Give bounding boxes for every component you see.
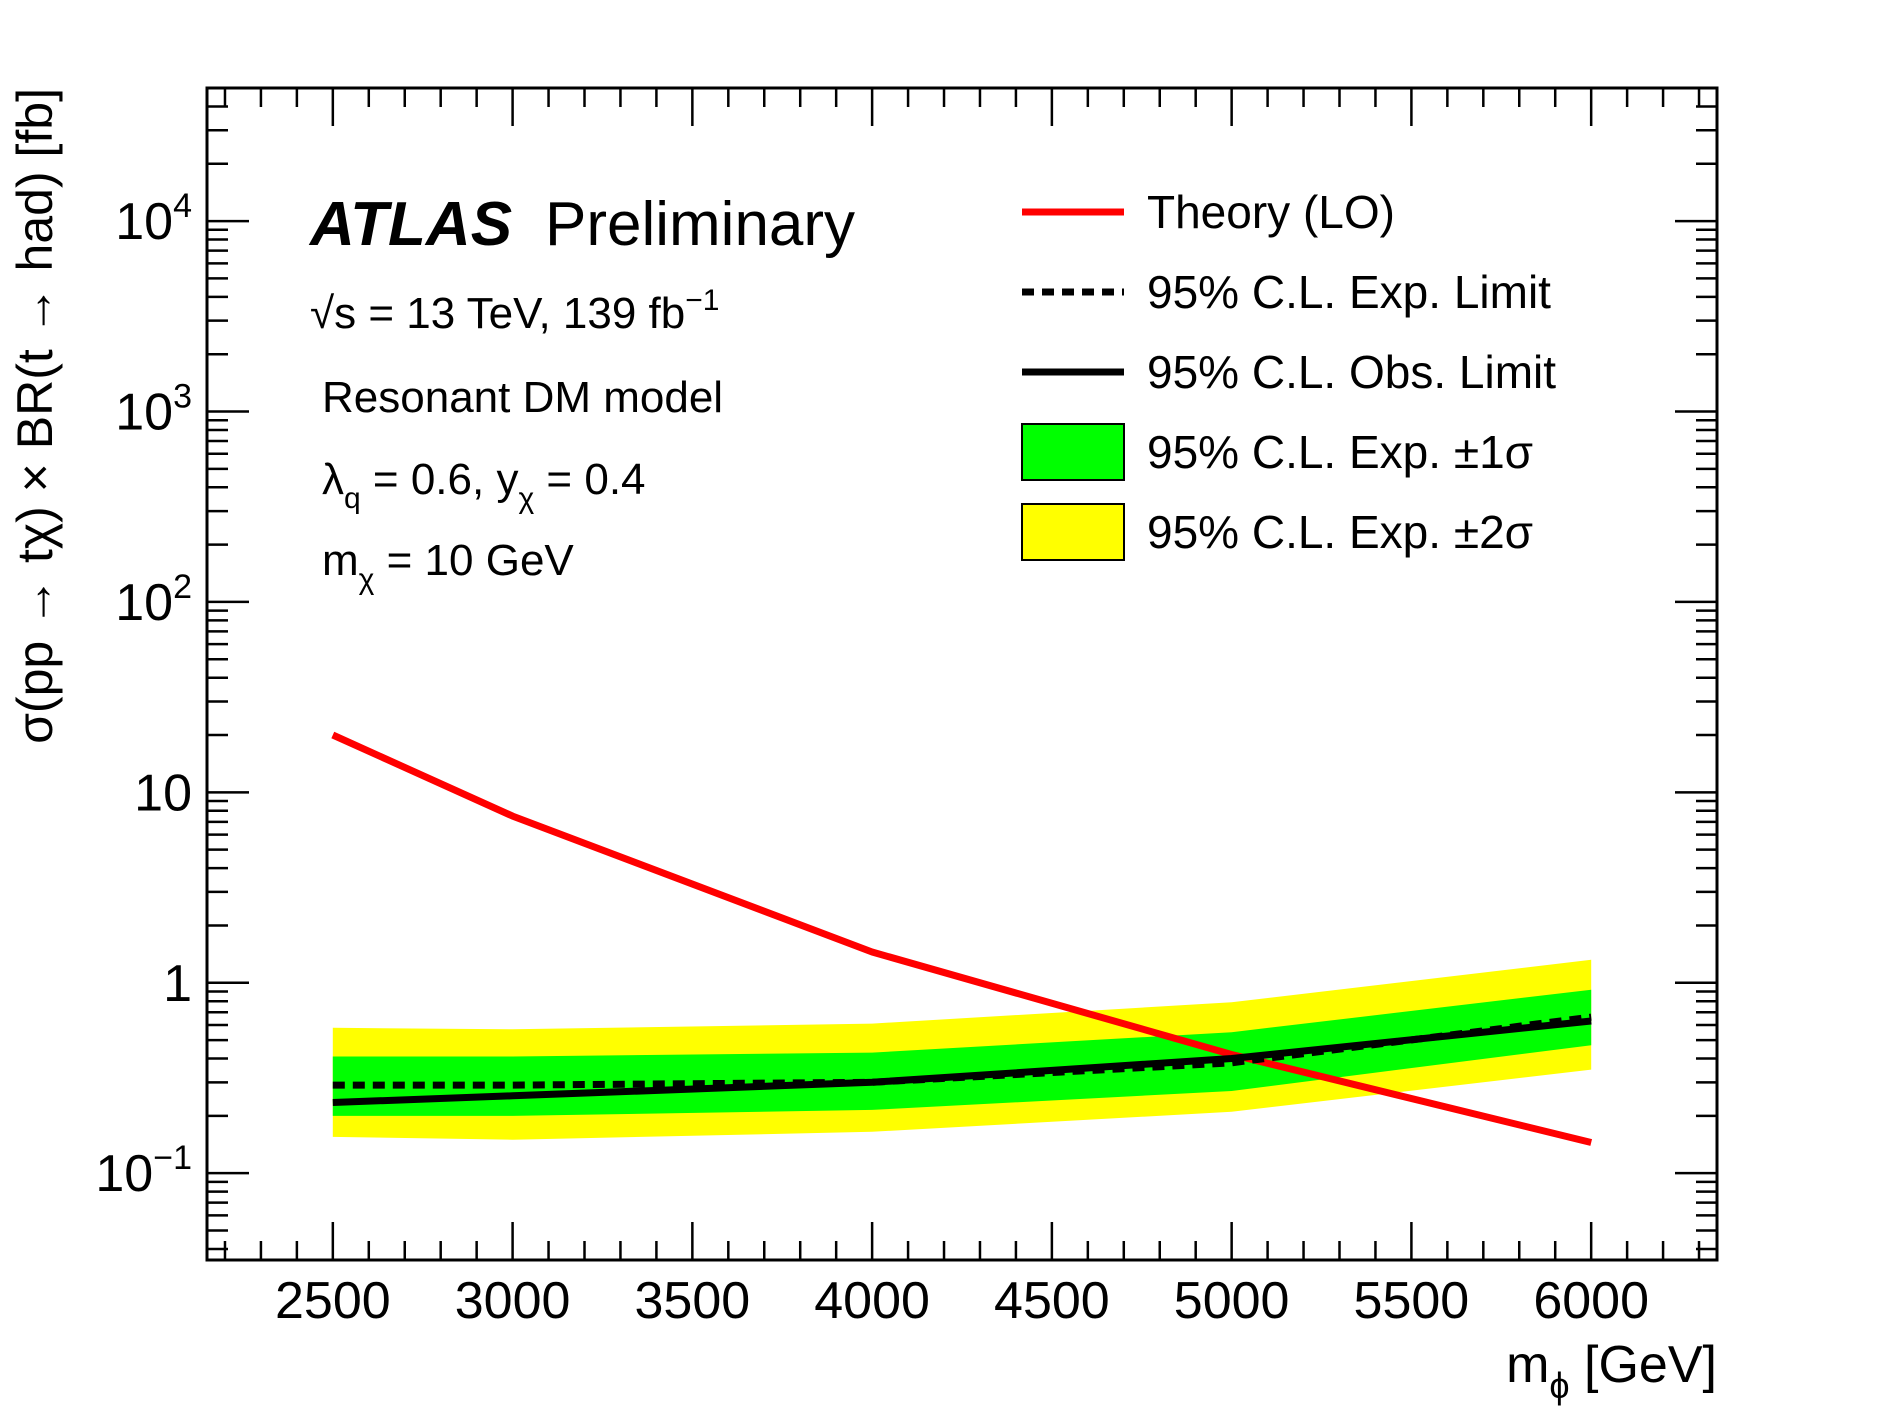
x-tick-label: 6000 xyxy=(1533,1272,1649,1330)
legend-label: 95% C.L. Exp. ±2σ xyxy=(1147,506,1533,558)
coupling-lambda-value: = 0.6, y xyxy=(361,455,519,504)
y-tick-exponent: 2 xyxy=(173,568,192,606)
axis-ticks xyxy=(207,86,1717,1260)
coupling-lambda-symbol: λ xyxy=(322,455,344,504)
x-tick-label: 5500 xyxy=(1354,1272,1470,1330)
y-tick-base: 1 xyxy=(163,955,192,1013)
energy-lumi-text: √s = 13 TeV, 139 fb xyxy=(310,289,685,338)
x-tick-label: 2500 xyxy=(275,1272,391,1330)
x-tick-label: 4500 xyxy=(994,1272,1110,1330)
limit-curves xyxy=(331,731,1593,1146)
x-axis-symbol: m xyxy=(1506,1336,1549,1394)
y-axis-title: σ(pp → tχ) × BR(t → had) [fb] xyxy=(7,88,63,744)
theory-line xyxy=(331,731,1593,1146)
model-label: Resonant DM model xyxy=(322,373,723,422)
legend-label: 95% C.L. Exp. Limit xyxy=(1147,266,1551,318)
legend: Theory (LO) 95% C.L. Exp. Limit 95% C.L. O… xyxy=(1021,186,1556,561)
legend-swatch-1sigma xyxy=(1021,423,1125,481)
x-tick-label: 3500 xyxy=(635,1272,751,1330)
couplings-label: λq = 0.6, yχ = 0.4 xyxy=(322,455,646,515)
energy-lumi-sup: −1 xyxy=(685,284,719,317)
mass-symbol: m xyxy=(322,536,359,585)
y-tick-label: 10−1 xyxy=(95,1139,192,1203)
experiment-label: ATLAS xyxy=(308,190,512,259)
x-axis-unit: [GeV] xyxy=(1570,1336,1717,1394)
x-tick-label: 5000 xyxy=(1174,1272,1290,1330)
axis-tick-labels: 2500 3000 3500 4000 4500 5000 5500 600010−11101… xyxy=(95,187,1649,1330)
x-tick-label: 4000 xyxy=(814,1272,930,1330)
x-tick-label: 3000 xyxy=(455,1272,571,1330)
plot-frame xyxy=(205,86,1719,1262)
legend-label: 95% C.L. Obs. Limit xyxy=(1147,346,1556,398)
mass-label: mχ = 10 GeV xyxy=(322,536,574,596)
mass-sub: χ xyxy=(359,563,375,596)
legend-label: 95% C.L. Exp. ±1σ xyxy=(1147,426,1533,478)
y-tick-base: 10 xyxy=(115,574,173,632)
band-1sigma xyxy=(332,989,1592,1116)
y-tick-label: 10 xyxy=(134,764,192,822)
y-tick-exponent: −1 xyxy=(153,1139,192,1177)
x-axis-sub: ϕ xyxy=(1549,1365,1569,1406)
mass-value: = 10 GeV xyxy=(374,536,574,585)
x-axis-title: mϕ [GeV] xyxy=(1506,1336,1717,1406)
energy-lumi-label: √s = 13 TeV, 139 fb−1 xyxy=(310,284,719,338)
legend-label: Theory (LO) xyxy=(1147,186,1395,238)
y-tick-label: 102 xyxy=(115,568,192,632)
y-tick-base: 10 xyxy=(115,384,173,442)
y-tick-base: 10 xyxy=(95,1145,153,1203)
y-tick-label: 104 xyxy=(115,187,192,251)
coupling-y-sub: χ xyxy=(518,482,534,515)
y-tick-exponent: 3 xyxy=(173,378,192,416)
legend-swatch-2sigma xyxy=(1021,503,1125,561)
coupling-lambda-sub: q xyxy=(344,482,361,515)
y-tick-exponent: 4 xyxy=(173,187,192,225)
y-tick-base: 10 xyxy=(115,193,173,251)
y-tick-base: 10 xyxy=(134,764,192,822)
y-tick-label: 1 xyxy=(163,955,192,1013)
coupling-y-value: = 0.4 xyxy=(534,455,645,504)
observed-limit-line xyxy=(332,1017,1592,1106)
y-tick-label: 103 xyxy=(115,378,192,442)
uncertainty-bands xyxy=(332,959,1592,1140)
status-label: Preliminary xyxy=(545,190,855,259)
